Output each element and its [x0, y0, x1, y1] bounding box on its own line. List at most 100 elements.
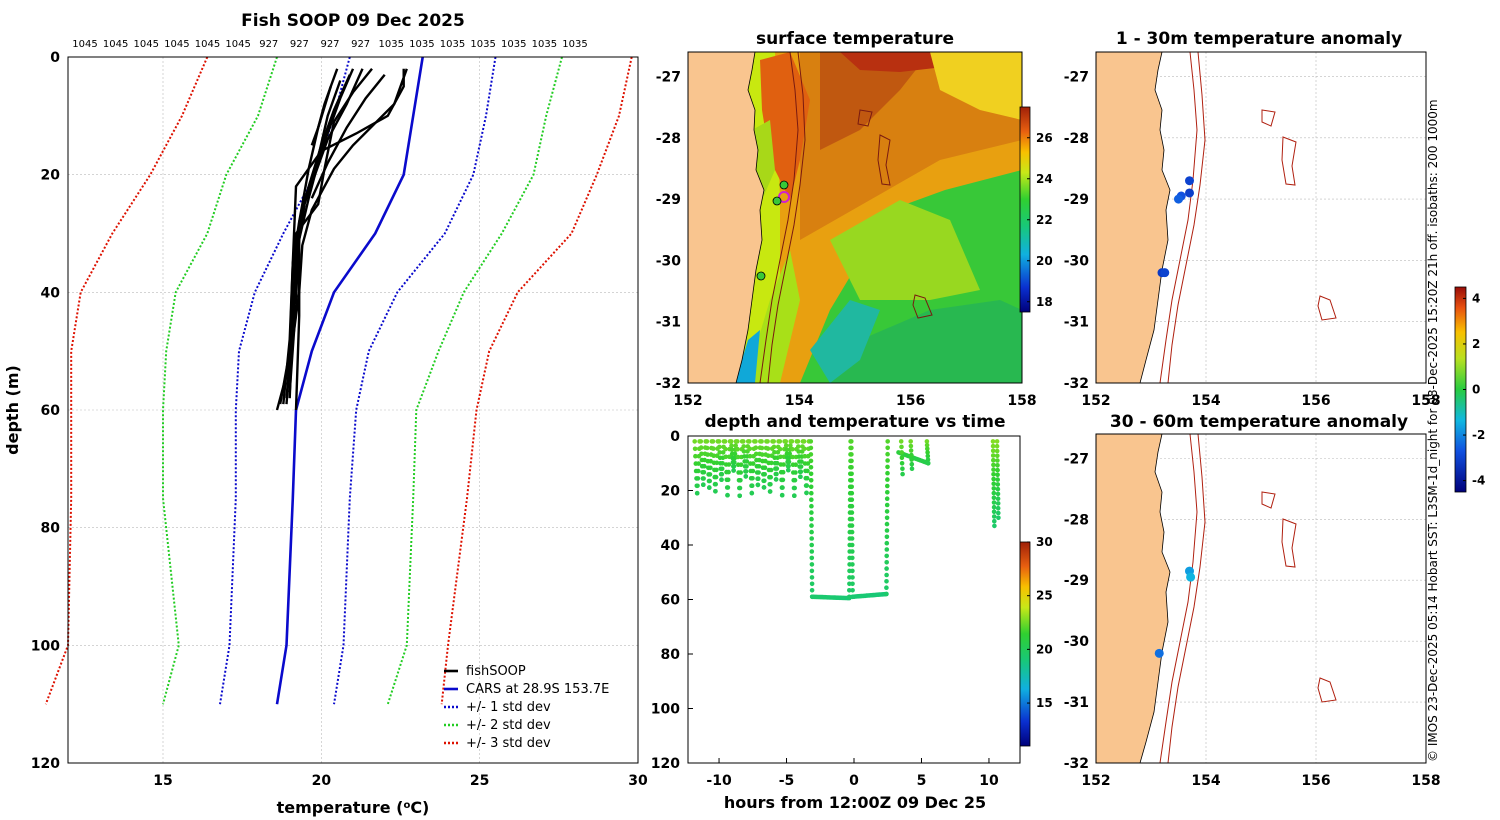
timeseries-points — [692, 439, 1001, 601]
timeseries-colorbar-tick-label: 20 — [1036, 642, 1053, 656]
ts-point — [738, 470, 743, 475]
ts-point — [909, 466, 915, 472]
ts-point — [996, 515, 1001, 521]
ts-point — [884, 521, 890, 527]
ts-point — [704, 445, 710, 451]
ts-point — [909, 457, 914, 462]
ts-point — [702, 463, 707, 469]
ts-point — [802, 453, 808, 459]
ts-point — [719, 477, 724, 483]
ts-point — [798, 464, 804, 469]
anomaly-colorbar-ticks: -4 -2 0 2 4 — [1463, 291, 1485, 488]
ts-point — [809, 523, 814, 528]
ts-point — [725, 485, 731, 490]
sst-station-dot — [772, 196, 782, 206]
ts-point — [991, 481, 996, 487]
ts-point — [908, 448, 914, 453]
ts-point — [809, 575, 815, 580]
ts-point — [781, 462, 786, 467]
ts-point — [701, 476, 706, 481]
ts-point — [725, 492, 730, 498]
map-ytick-label: -30 — [1064, 253, 1090, 269]
ts-point — [809, 516, 814, 522]
ts-point — [908, 443, 914, 449]
anom2-title: 30 - 60m temperature anomaly — [1110, 412, 1408, 432]
legend-label: CARS at 28.9S 153.7E — [466, 682, 609, 697]
ts-point — [995, 463, 1000, 468]
ts-point — [692, 446, 698, 452]
profile-top-label: 927 — [320, 39, 339, 50]
ts-point — [994, 443, 1000, 449]
std2-high-line — [386, 56, 563, 705]
ts-point — [809, 490, 814, 496]
ts-point — [761, 485, 767, 490]
ts-point — [885, 439, 890, 444]
ts-point — [994, 448, 1000, 454]
ts-point — [885, 483, 890, 489]
ts-point — [773, 477, 779, 482]
ts-point — [774, 471, 779, 477]
ts-point — [808, 458, 814, 464]
ts-point — [995, 505, 1001, 511]
ts-point — [756, 464, 762, 469]
ts-point — [747, 453, 753, 459]
ts-point — [765, 446, 771, 451]
ts-ytick-label: 100 — [651, 702, 680, 718]
profile-xtick-label: 30 — [628, 773, 648, 789]
ts-point — [805, 468, 810, 474]
profile-top-label: 1045 — [72, 39, 97, 50]
ts-point — [695, 483, 700, 489]
ts-point — [723, 446, 728, 452]
ts-point — [884, 585, 889, 590]
ts-point — [808, 439, 814, 444]
ts-point — [707, 478, 712, 484]
ts-point — [755, 482, 761, 488]
ts-point — [789, 439, 795, 444]
ts-point — [991, 514, 997, 519]
profile-top-label: 927 — [290, 39, 309, 50]
ts-point — [704, 439, 710, 444]
ts-point — [804, 490, 809, 496]
map-ytick-label: -28 — [1064, 512, 1089, 528]
ts-point — [732, 459, 737, 465]
ts-point — [713, 489, 718, 494]
map-ytick-label: -29 — [1064, 573, 1089, 589]
ts-point — [772, 450, 777, 455]
timeseries-chart: depth and temperature vs time -10 -5 0 5 100… — [651, 412, 1053, 812]
ts-point — [847, 594, 852, 600]
ts-point — [990, 448, 996, 454]
ts-point — [805, 461, 811, 466]
ts-point — [900, 471, 905, 477]
ts-point — [990, 453, 996, 458]
profile-ticks: 15 20 25 30 0 20 40 60 80 100 120 — [31, 50, 648, 789]
ts-point — [719, 466, 725, 472]
map-ytick-label: -27 — [656, 70, 681, 86]
ts-xtick-label: -5 — [779, 773, 795, 789]
ts-point — [720, 461, 725, 466]
ts-point — [701, 482, 706, 488]
anom1-points — [1157, 176, 1194, 278]
ts-point — [991, 509, 997, 515]
ts-point — [885, 490, 890, 495]
ts-point — [725, 477, 731, 483]
profile-grid — [68, 56, 639, 764]
map-ytick-label: -29 — [1064, 192, 1089, 208]
profile-top-label: 1045 — [195, 39, 220, 50]
map-xtick-label: 154 — [1191, 393, 1220, 409]
profile-ytick-label: 20 — [41, 168, 61, 184]
ts-point — [809, 568, 815, 574]
ts-point — [884, 553, 889, 559]
anom2-seamount — [1281, 518, 1297, 568]
ts-point — [695, 468, 701, 474]
ts-point — [743, 474, 749, 479]
ts-point — [849, 536, 855, 541]
anom2-land — [1095, 433, 1171, 764]
ts-point — [759, 445, 765, 451]
profile-top-label: 1045 — [103, 39, 128, 50]
sst-colorbar-ticks: 18 20 22 24 26 — [1027, 131, 1053, 309]
map-ytick-label: -27 — [1064, 70, 1089, 86]
ts-point — [850, 568, 855, 574]
anom2-isobath-1000 — [1167, 433, 1206, 764]
std1-high-line — [333, 56, 497, 705]
ts-point — [995, 491, 1001, 497]
